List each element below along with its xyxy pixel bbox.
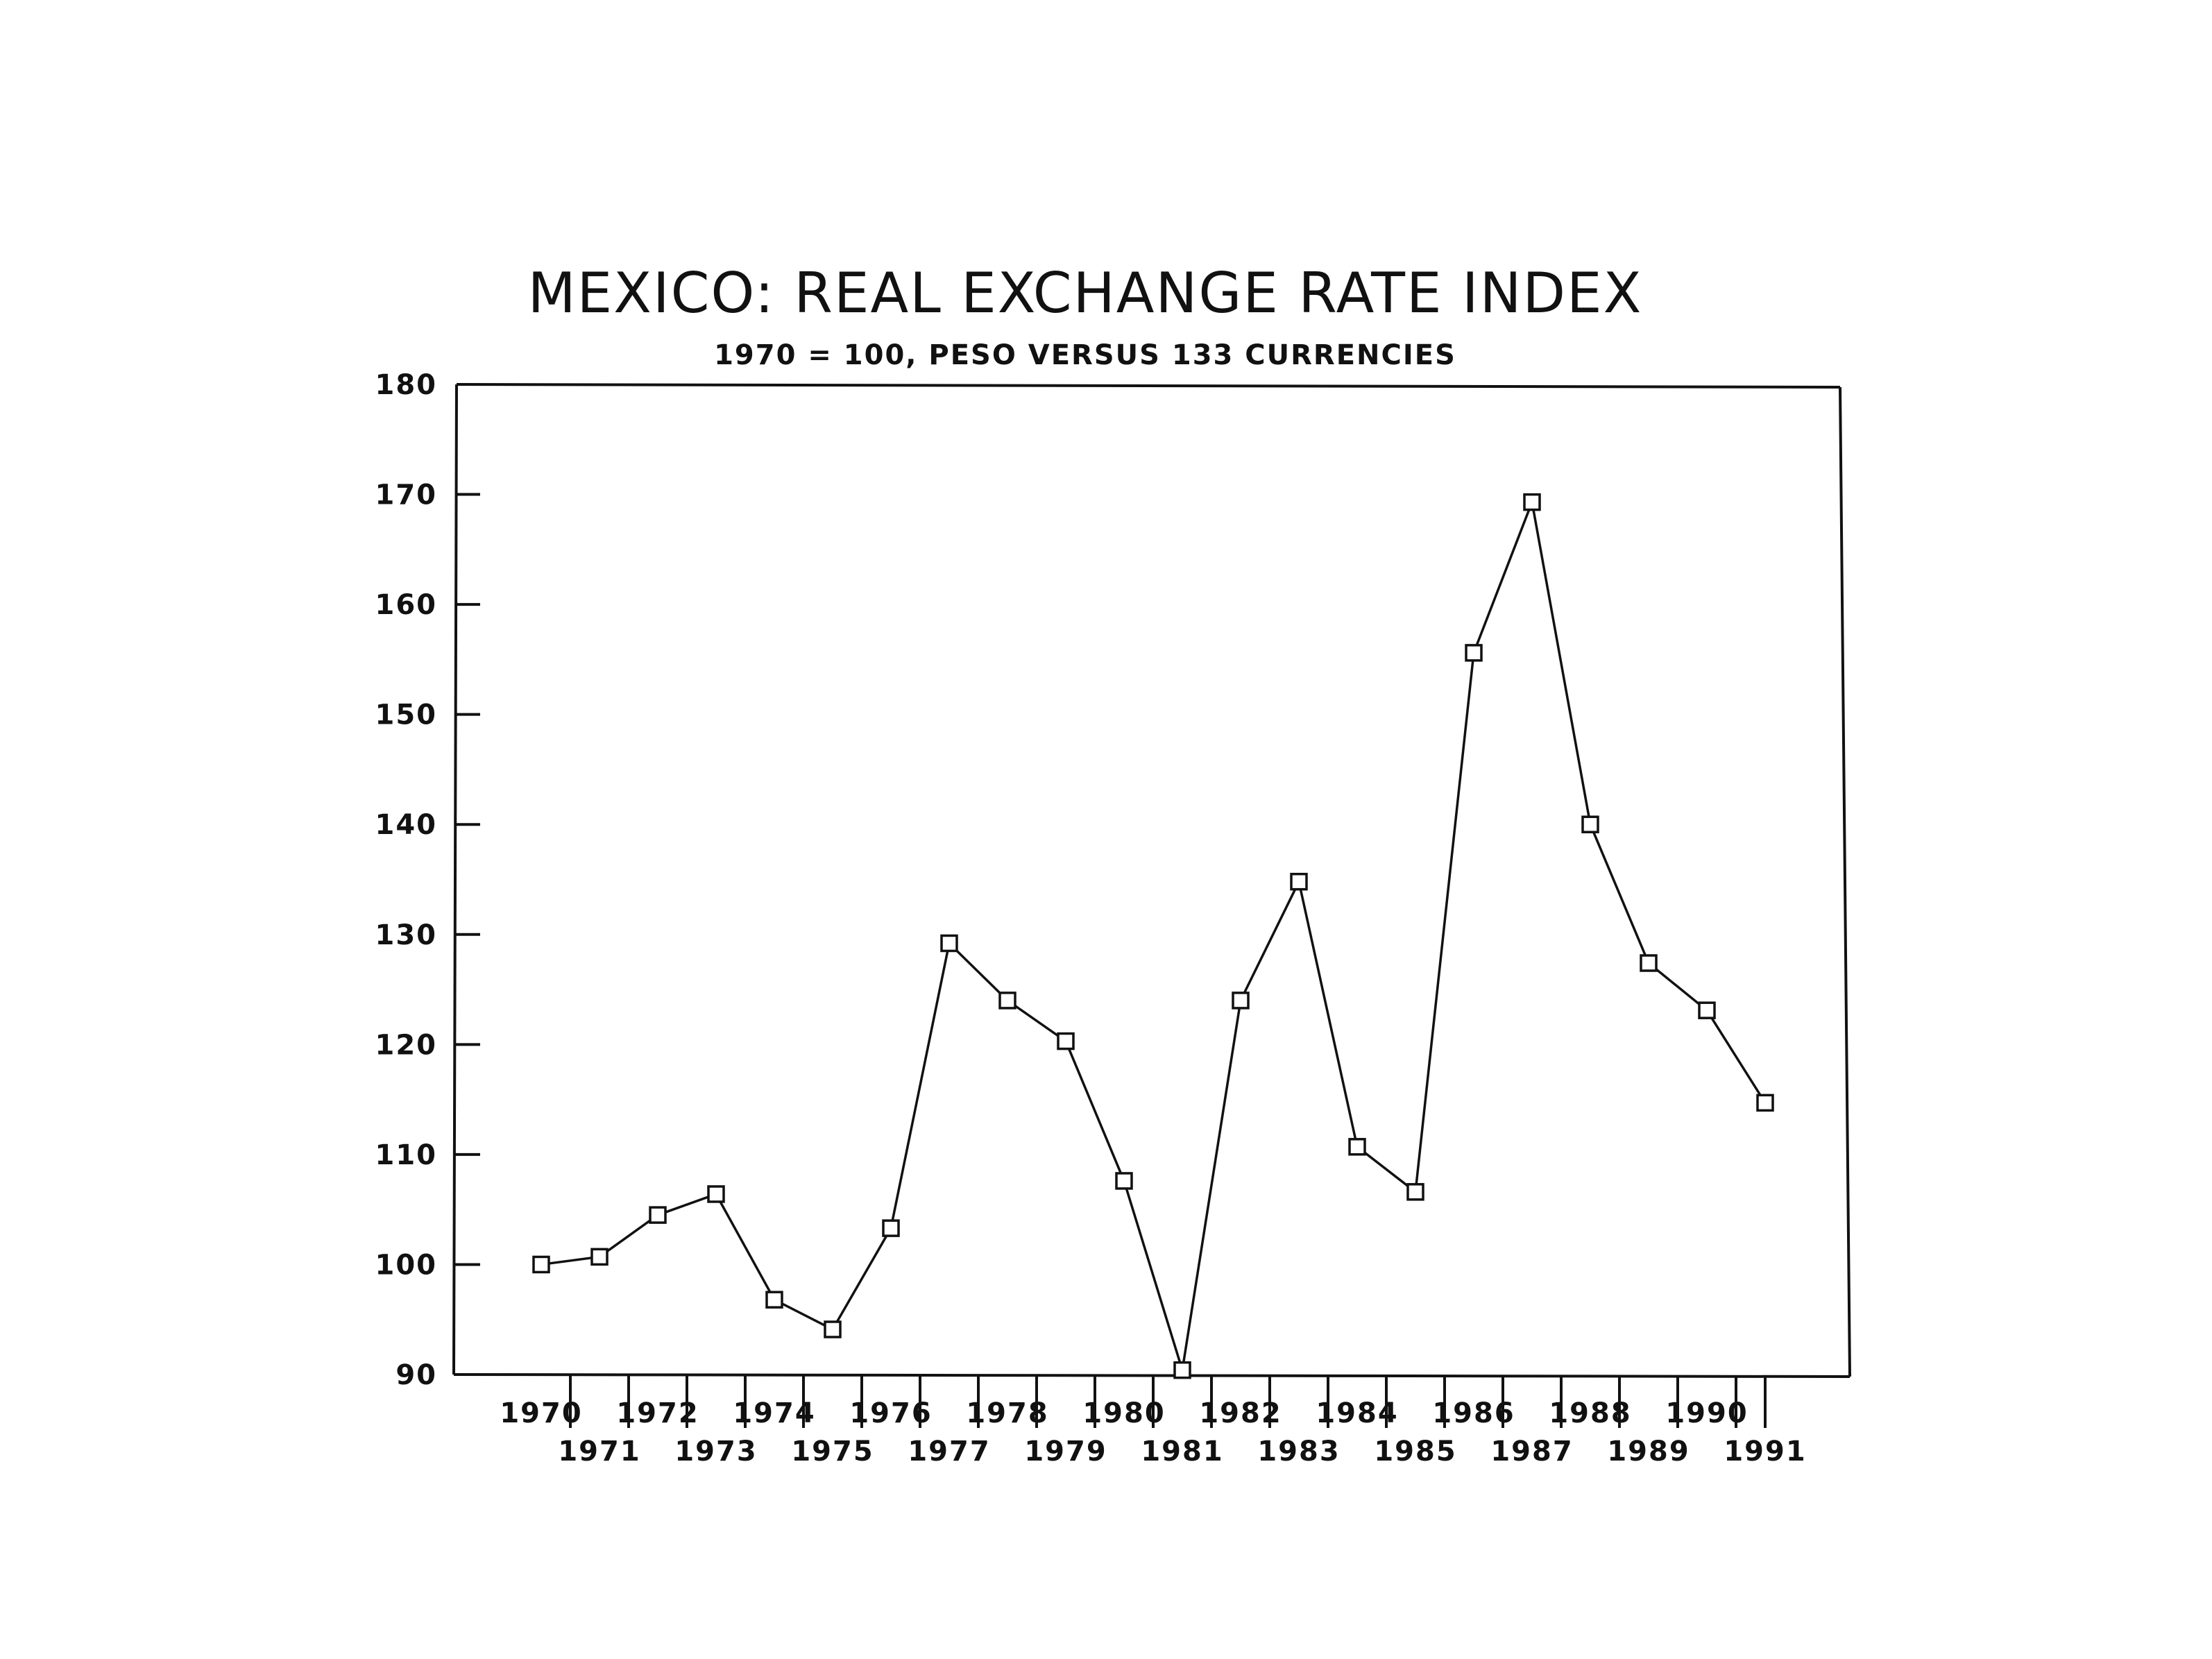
y-tick-label: 120 <box>375 1029 438 1061</box>
x-tick-label: 1986 <box>1432 1397 1515 1429</box>
data-point <box>882 1219 900 1237</box>
x-tick-label: 1977 <box>908 1436 990 1467</box>
data-point <box>1057 1032 1075 1050</box>
y-tick-label: 140 <box>375 809 438 841</box>
data-point <box>1640 954 1658 972</box>
chart-title: MEXICO: REAL EXCHANGE RATE INDEX <box>528 261 1643 325</box>
x-tick-label: 1976 <box>849 1397 932 1429</box>
x-tick-label: 1984 <box>1316 1397 1398 1429</box>
x-tick-label: 1989 <box>1607 1436 1690 1467</box>
plot-frame-top <box>456 383 1841 389</box>
x-tick-label: 1973 <box>674 1436 757 1467</box>
data-point <box>1756 1094 1774 1112</box>
data-point <box>1232 992 1250 1010</box>
data-point <box>1523 493 1541 511</box>
plot-frame <box>452 383 1851 1378</box>
data-point <box>1465 644 1483 662</box>
x-tick-label: 1972 <box>616 1397 699 1429</box>
x-tick-label: 1979 <box>1024 1436 1107 1467</box>
x-tick-label: 1991 <box>1724 1436 1806 1467</box>
data-point <box>1698 1001 1716 1019</box>
x-axis-ticks: 1970 1971 1972 1973 1974 1975 1976 1977 1978 1979… <box>500 1375 1806 1467</box>
x-tick-label: 1983 <box>1257 1436 1340 1467</box>
data-point <box>590 1248 609 1266</box>
data-point <box>1290 872 1308 891</box>
x-tick-label: 1970 <box>500 1397 582 1429</box>
x-tick-label: 1987 <box>1490 1436 1573 1467</box>
y-tick-label: 150 <box>375 699 438 731</box>
x-tick-label: 1981 <box>1141 1436 1223 1467</box>
data-point <box>707 1185 725 1203</box>
data-point <box>1348 1138 1366 1156</box>
y-axis <box>452 384 458 1375</box>
x-tick-label: 1975 <box>791 1436 874 1467</box>
data-point <box>1581 815 1599 833</box>
data-point <box>765 1291 783 1309</box>
x-tick-label: 1985 <box>1374 1436 1456 1467</box>
plot-frame-right <box>1839 386 1851 1377</box>
y-tick-label: 180 <box>375 369 438 401</box>
data-point <box>824 1320 842 1338</box>
series-line <box>541 497 1767 1371</box>
x-tick-label: 1971 <box>558 1436 640 1467</box>
data-point <box>1115 1172 1133 1190</box>
data-point <box>649 1206 667 1224</box>
y-tick-label: 90 <box>395 1359 437 1391</box>
x-tick-label: 1978 <box>966 1397 1048 1429</box>
data-point <box>1173 1361 1191 1379</box>
y-tick-label: 110 <box>375 1139 438 1171</box>
x-tick-label: 1990 <box>1665 1397 1748 1429</box>
x-tick-label: 1982 <box>1199 1397 1282 1429</box>
x-tick-label: 1988 <box>1549 1397 1631 1429</box>
y-tick-label: 130 <box>375 919 438 951</box>
x-tick-label: 1980 <box>1082 1397 1165 1429</box>
chart-subtitle: 1970 = 100, PESO VERSUS 133 CURRENCIES <box>714 339 1456 371</box>
y-tick-label: 100 <box>375 1249 438 1281</box>
series-real-exchange-rate <box>532 493 1774 1379</box>
data-point <box>940 934 958 953</box>
y-tick-label: 160 <box>375 589 438 621</box>
y-tick-label: 170 <box>375 479 438 511</box>
data-point <box>998 992 1016 1010</box>
x-tick-label: 1974 <box>733 1397 815 1429</box>
data-point <box>1406 1183 1424 1201</box>
y-axis-ticks: 90 100 110 120 130 140 150 160 170 180 <box>375 369 480 1391</box>
data-point <box>532 1255 550 1274</box>
